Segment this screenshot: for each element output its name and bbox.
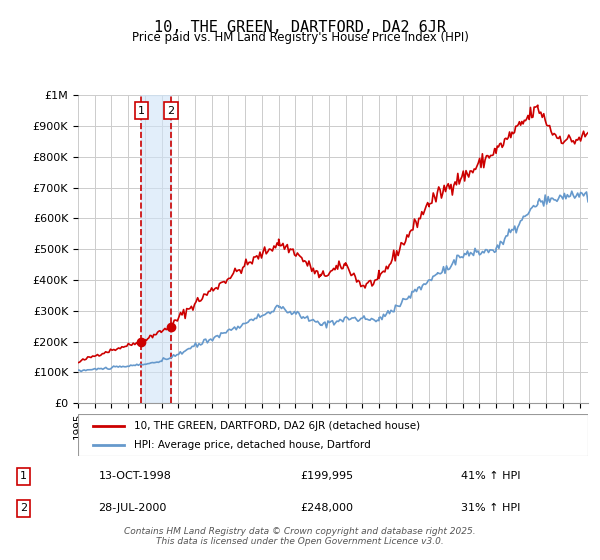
Text: 1: 1 — [20, 471, 27, 481]
Text: 10, THE GREEN, DARTFORD, DA2 6JR (detached house): 10, THE GREEN, DARTFORD, DA2 6JR (detach… — [134, 421, 420, 431]
Bar — [142, 95, 171, 403]
Text: 31% ↑ HPI: 31% ↑ HPI — [461, 503, 521, 514]
Text: £248,000: £248,000 — [300, 503, 353, 514]
Text: 13-OCT-1998: 13-OCT-1998 — [98, 471, 171, 481]
Text: HPI: Average price, detached house, Dartford: HPI: Average price, detached house, Dart… — [134, 440, 371, 450]
Text: 2: 2 — [167, 106, 175, 115]
Text: 2: 2 — [20, 503, 27, 514]
Text: Price paid vs. HM Land Registry's House Price Index (HPI): Price paid vs. HM Land Registry's House … — [131, 31, 469, 44]
FancyBboxPatch shape — [78, 414, 588, 456]
Text: 1: 1 — [138, 106, 145, 115]
Text: Contains HM Land Registry data © Crown copyright and database right 2025.
This d: Contains HM Land Registry data © Crown c… — [124, 526, 476, 546]
Text: £199,995: £199,995 — [300, 471, 353, 481]
Text: 10, THE GREEN, DARTFORD, DA2 6JR: 10, THE GREEN, DARTFORD, DA2 6JR — [154, 20, 446, 35]
Text: 28-JUL-2000: 28-JUL-2000 — [98, 503, 167, 514]
Text: 41% ↑ HPI: 41% ↑ HPI — [461, 471, 521, 481]
